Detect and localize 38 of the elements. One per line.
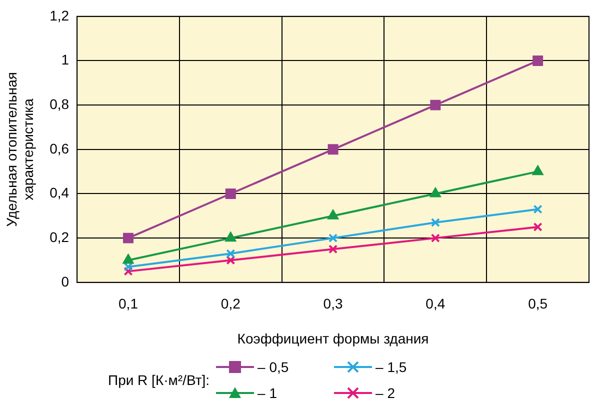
point (328, 244, 338, 254)
point (533, 204, 542, 214)
y-tick-label: 0,6 (50, 140, 70, 156)
point (226, 256, 236, 265)
point (533, 222, 542, 232)
point (123, 232, 134, 244)
point (124, 266, 133, 276)
legend-label: – 0,5 (258, 359, 289, 375)
y-axis-title: Удельная отопительная характеристика (3, 72, 36, 227)
point (122, 254, 134, 264)
point (430, 234, 440, 243)
point (532, 55, 544, 66)
x-tick-label: 0,1 (118, 296, 138, 312)
point (430, 218, 440, 228)
point (328, 144, 338, 155)
y-tick-label: 0,4 (50, 184, 70, 201)
point (430, 100, 441, 110)
x-tick-label: 0,5 (528, 296, 548, 312)
point (328, 234, 338, 243)
point (226, 249, 236, 258)
legend-label: – 2 (376, 385, 395, 401)
y-tick-label: 0,2 (50, 228, 70, 245)
y-tick-label: 1 (61, 52, 70, 68)
legend-label: – 1 (258, 385, 277, 401)
y-tick-label: 0,8 (50, 96, 70, 112)
y-tick-label: 0 (61, 273, 70, 290)
point (225, 232, 236, 242)
x-tick-label: 0,3 (323, 296, 343, 312)
x-axis-title: Коэффициент формы здания (237, 330, 429, 346)
point (430, 188, 441, 198)
point (532, 166, 544, 176)
y-tick-label: 1,2 (50, 7, 70, 24)
point (328, 210, 338, 220)
x-tick-label: 0,4 (426, 296, 446, 312)
legend-title: При R [К·м²/Вт]: (108, 372, 210, 388)
point (225, 188, 236, 199)
x-tick-label: 0,2 (220, 296, 241, 312)
legend-label: – 1,5 (376, 359, 407, 375)
